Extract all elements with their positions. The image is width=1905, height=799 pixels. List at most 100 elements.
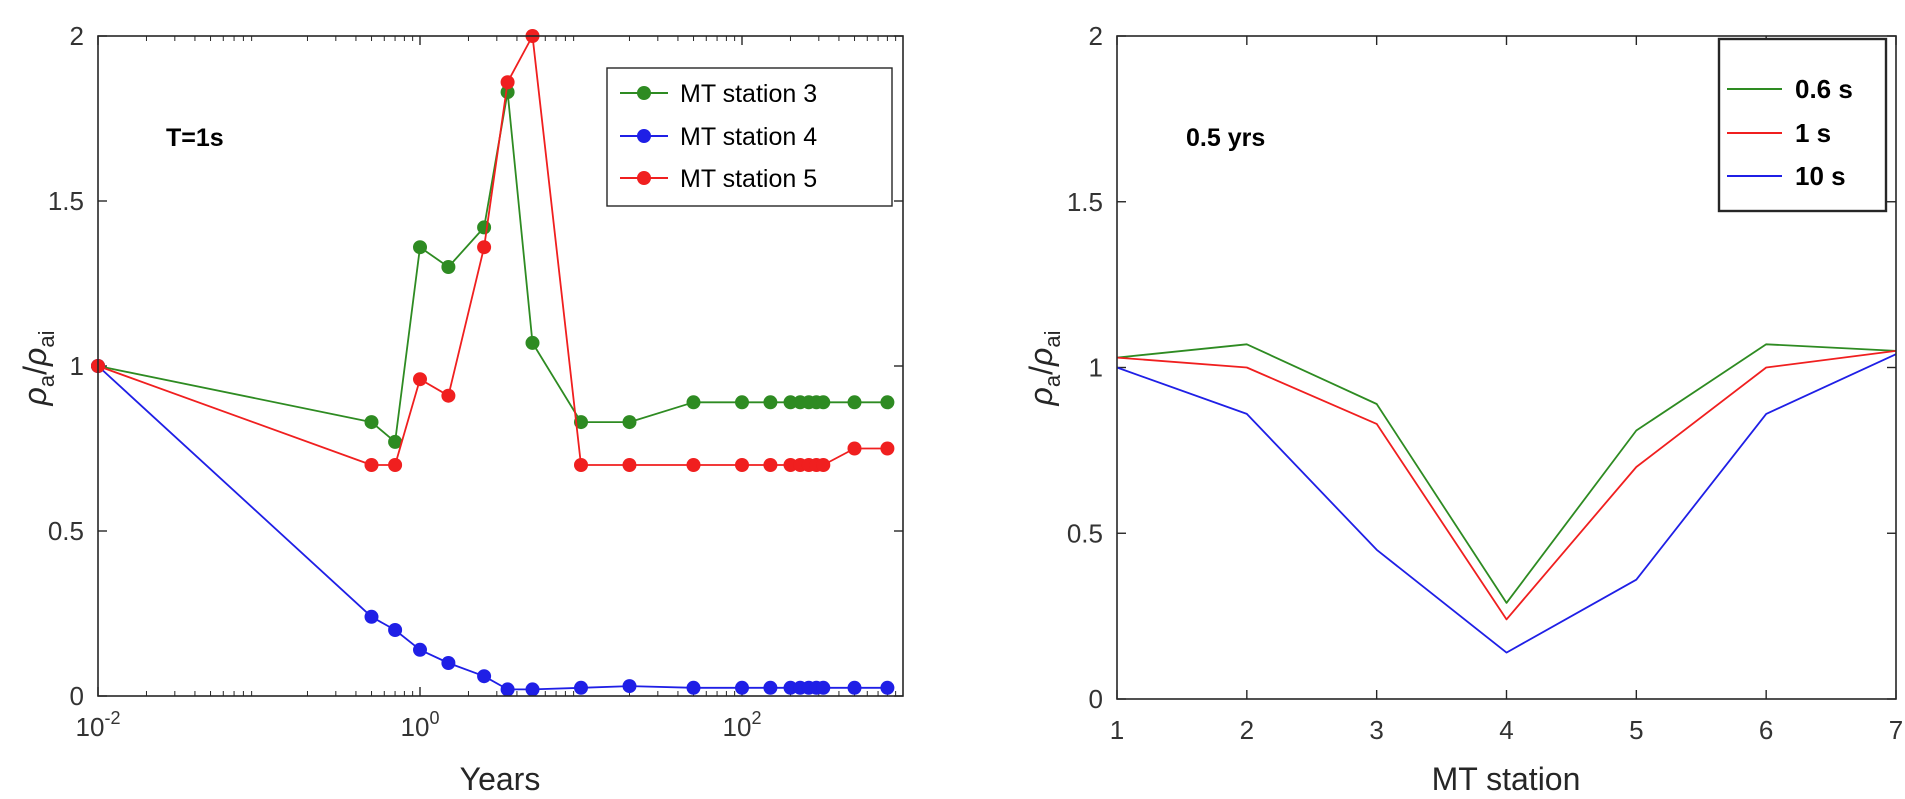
plot-frame — [1116, 35, 1897, 700]
series-line-2 — [1116, 350, 1897, 621]
data-point — [763, 458, 778, 472]
data-point — [847, 680, 862, 695]
x-tick-label: 100 — [401, 708, 440, 742]
data-point — [388, 458, 403, 472]
legend-marker — [637, 86, 651, 100]
y-axis-label: ρa/ρai — [1023, 331, 1065, 407]
ylabel-rho: ρ — [17, 387, 53, 406]
ylabel-slash: / — [17, 366, 53, 375]
data-point — [441, 656, 456, 670]
ylabel-sub-ai: ai — [1040, 331, 1065, 348]
legend-marker — [637, 129, 651, 143]
data-point — [477, 240, 492, 255]
data-point — [574, 415, 588, 430]
x-tick-label: 10-2 — [76, 708, 121, 742]
legend-entry: 0.6 s — [1727, 74, 1853, 104]
annotation: T=1s — [166, 124, 224, 152]
data-point — [763, 395, 778, 410]
data-point — [735, 395, 749, 410]
x-axis-label: MT station — [1432, 761, 1581, 797]
y-axis-label: ρa/ρai — [17, 331, 59, 407]
ylabel-slash: / — [1023, 366, 1059, 375]
y-tick-label: 1 — [1089, 353, 1103, 383]
legend-marker — [637, 171, 651, 185]
legend-entry: 1 s — [1727, 118, 1831, 148]
x-tick-label: 3 — [1369, 715, 1383, 745]
legend-label: 1 s — [1795, 118, 1831, 148]
legend-box — [1717, 37, 1888, 213]
data-point — [622, 458, 637, 472]
ylabel-sub-a: a — [34, 374, 59, 387]
data-point — [525, 682, 540, 697]
data-point — [500, 682, 515, 697]
x-tick-exponent: 0 — [429, 708, 439, 728]
data-point — [500, 75, 515, 90]
ylabel-sub-a: a — [1040, 374, 1065, 387]
data-point — [783, 680, 798, 695]
ylabel-rho: ρ — [1023, 387, 1059, 406]
chart-stations: 00.511.521 2 3 4 5 6 7 0.5 yrs MT station ρa/ρ… — [1023, 21, 1903, 797]
data-point — [816, 395, 831, 410]
data-point — [441, 388, 456, 403]
data-point — [477, 669, 492, 684]
legend-label: MT station 5 — [680, 165, 817, 193]
y-tick-label: 1 — [70, 351, 84, 381]
axis-tick-labels: 0 0.5 1 1.5 2 1 2 3 4 5 6 7 — [1067, 21, 1903, 745]
data-point — [413, 240, 427, 255]
legend-label: 0.6 s — [1795, 74, 1853, 104]
x-tick-exponent: 2 — [751, 708, 761, 728]
data-point — [880, 441, 895, 456]
x-axis-label: Years — [460, 761, 541, 797]
x-tick-base: 10 — [723, 712, 752, 742]
data-point — [500, 85, 515, 100]
data-point — [847, 441, 862, 456]
x-tick-label: 102 — [723, 708, 762, 742]
data-point — [364, 415, 379, 430]
data-point — [441, 260, 456, 274]
y-tick-label: 2 — [1089, 21, 1103, 51]
legend-label: MT station 3 — [680, 80, 817, 108]
y-tick-label: 0 — [1089, 684, 1103, 714]
legend-entry: MT station 4 — [620, 123, 817, 151]
y-tick-label: 0.5 — [1067, 518, 1103, 548]
data-point — [686, 680, 701, 695]
legend-label: MT station 4 — [680, 123, 817, 151]
legend-entry: 10 s — [1727, 161, 1846, 191]
data-point — [880, 395, 895, 410]
series-line-3 — [1116, 353, 1897, 654]
x-tick-label: 5 — [1629, 715, 1643, 745]
data-point — [413, 372, 427, 387]
series-group — [1116, 343, 1897, 654]
y-tick-label: 1.5 — [1067, 187, 1103, 217]
data-point — [388, 434, 403, 449]
data-point — [364, 609, 379, 624]
y-tick-label: 0 — [70, 681, 84, 711]
data-point — [413, 642, 427, 657]
data-point — [763, 680, 778, 695]
y-tick-label: 2 — [70, 21, 84, 51]
series-line-1 — [1116, 343, 1897, 604]
x-tick-base: 10 — [401, 712, 430, 742]
data-point — [783, 458, 798, 472]
data-point — [525, 335, 540, 350]
data-point — [622, 415, 637, 430]
y-tick-label: 0.5 — [48, 516, 84, 546]
data-point — [686, 458, 701, 472]
data-point — [622, 679, 637, 694]
ylabel-sub-ai: ai — [34, 331, 59, 348]
data-point — [364, 458, 379, 472]
data-point — [735, 680, 749, 695]
legend: MT station 3 MT station 4 MT station 5 — [606, 67, 893, 207]
data-point — [686, 395, 701, 410]
x-tick-base: 10 — [76, 712, 105, 742]
x-tick-exponent: -2 — [104, 708, 120, 728]
x-tick-label: 6 — [1759, 715, 1773, 745]
data-point — [735, 458, 749, 472]
x-tick-label: 1 — [1110, 715, 1124, 745]
data-point — [847, 395, 862, 410]
data-point — [783, 395, 798, 410]
annotation: 0.5 yrs — [1186, 124, 1265, 152]
x-tick-label: 4 — [1499, 715, 1513, 745]
